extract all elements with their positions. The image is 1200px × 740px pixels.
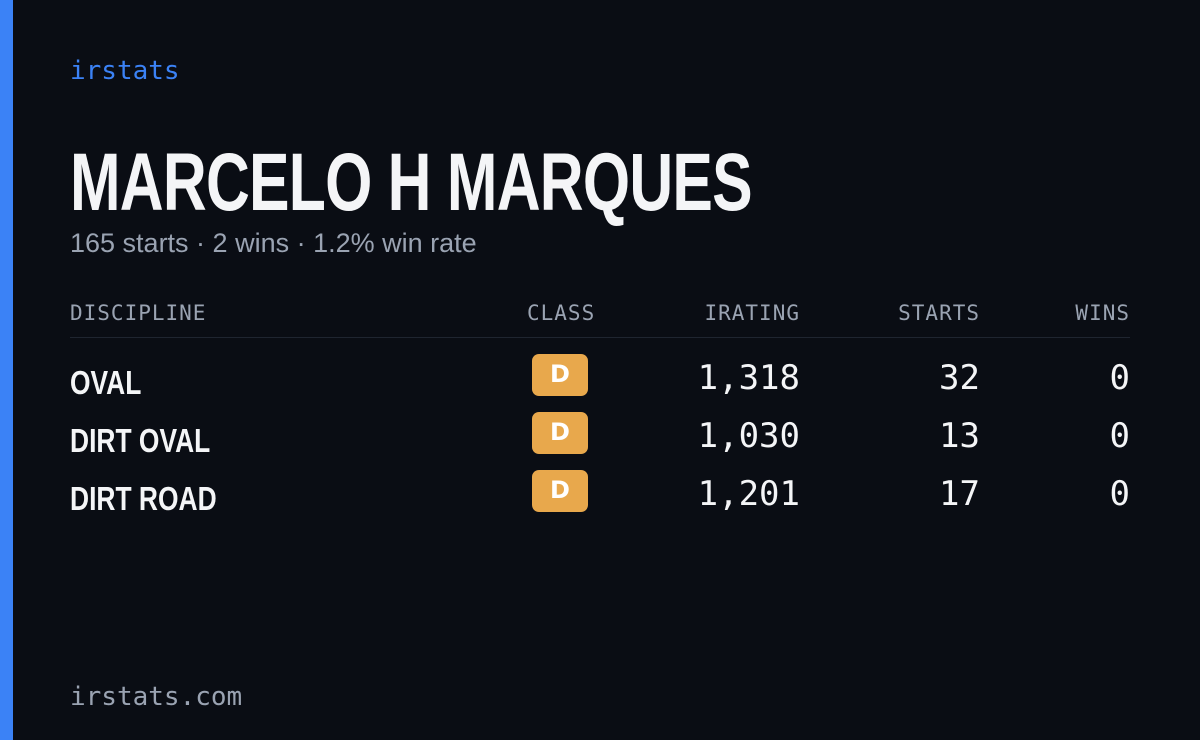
irating: 1,318	[697, 358, 800, 398]
irating: 1,030	[697, 416, 800, 456]
header: DISCIPLINE	[70, 301, 207, 325]
wins: 0	[1109, 416, 1130, 456]
irating: 1,201	[697, 474, 800, 514]
header: CLASS	[527, 301, 596, 325]
starts: 17	[939, 474, 980, 514]
discipline: OVAL	[70, 364, 142, 401]
wins: 0	[1109, 474, 1130, 514]
starts: 13	[939, 416, 980, 456]
driver-summary: 165 starts · 2 wins · 1.2% win rate	[70, 228, 477, 258]
accent-bar	[0, 0, 13, 740]
class-badge: D	[532, 470, 588, 512]
header: STARTS	[898, 301, 980, 325]
wins: 0	[1109, 358, 1130, 398]
header-rule	[70, 337, 1130, 338]
discipline: DIRT OVAL	[70, 422, 211, 459]
footer: irstats.com	[70, 682, 243, 712]
brand: irstats	[70, 56, 180, 86]
driver-name: MARCELO H MARQUES	[70, 137, 753, 228]
header: WINS	[1075, 301, 1130, 325]
starts: 32	[939, 358, 980, 398]
class-badge: D	[532, 354, 588, 396]
header: IRATING	[704, 301, 800, 325]
discipline: DIRT ROAD	[70, 480, 217, 517]
class-badge: D	[532, 412, 588, 454]
